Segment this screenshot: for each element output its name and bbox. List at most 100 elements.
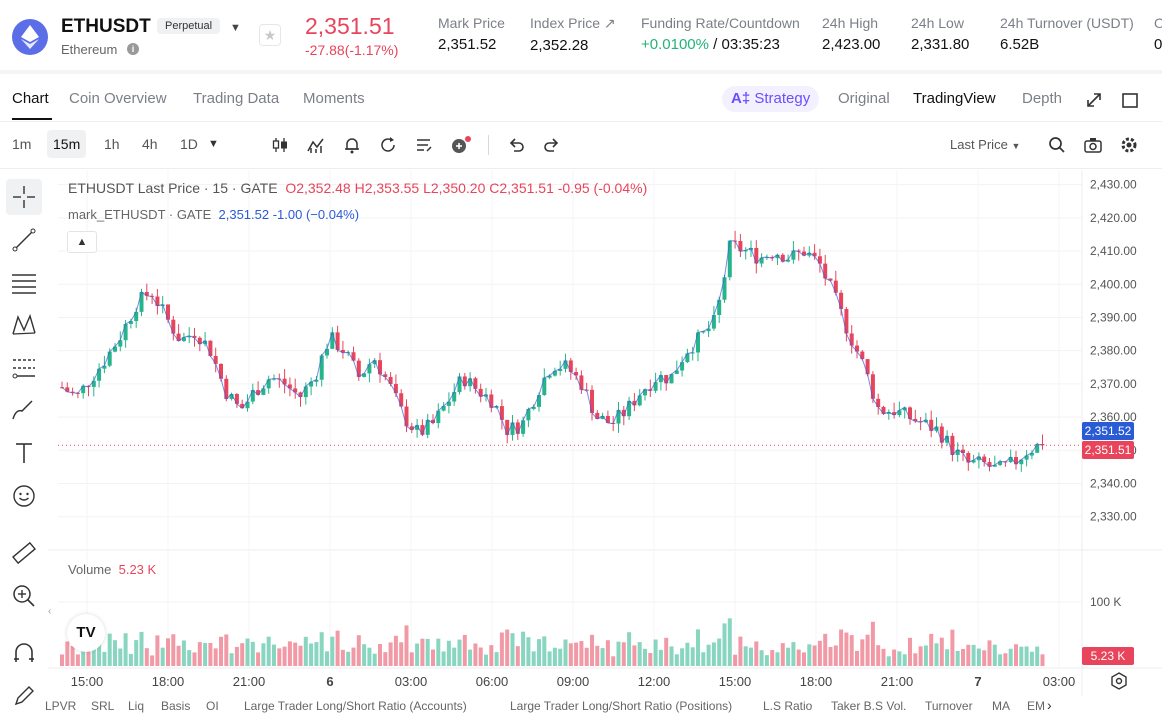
interval-15m[interactable]: 15m xyxy=(47,130,87,158)
add-plus-icon[interactable] xyxy=(450,135,471,155)
price-tick-label: 2,410.00 xyxy=(1090,244,1137,258)
indicator-turnover[interactable]: Turnover xyxy=(925,699,973,713)
candlestick-chart[interactable]: 2,330.002,340.002,350.002,360.002,370.00… xyxy=(48,170,1162,696)
candle-body xyxy=(446,401,451,406)
tab-moments[interactable]: Moments xyxy=(303,90,365,107)
pencil-lock-icon[interactable] xyxy=(6,678,42,714)
candle-type-icon[interactable] xyxy=(270,135,290,155)
strategy-button[interactable]: A‡ Strategy xyxy=(722,86,820,112)
indicator-basis[interactable]: Basis xyxy=(161,699,191,713)
volume-bar xyxy=(616,641,621,666)
chevron-right-icon[interactable]: › xyxy=(1047,697,1052,713)
replay-icon[interactable] xyxy=(378,135,398,155)
crosshair-icon[interactable] xyxy=(6,179,42,215)
candle-body xyxy=(775,254,780,259)
fibonacci-icon[interactable] xyxy=(6,350,42,386)
indicator-ls-positions[interactable]: Large Trader Long/Short Ratio (Positions… xyxy=(510,699,733,713)
chevron-down-icon[interactable]: ▼ xyxy=(230,22,241,34)
candle-body xyxy=(727,240,732,278)
templates-icon[interactable] xyxy=(414,135,434,155)
stat-index-price[interactable]: Index Price ↗ 2,352.28 xyxy=(530,15,616,54)
indicator-em[interactable]: EM xyxy=(1027,699,1045,713)
candle-body xyxy=(653,382,658,391)
indicator-ma[interactable]: MA xyxy=(992,699,1010,713)
volume-bar xyxy=(966,644,971,666)
tab-coin-overview[interactable]: Coin Overview xyxy=(69,90,167,107)
tab-trading-data[interactable]: Trading Data xyxy=(193,90,280,107)
volume-bar xyxy=(60,654,64,666)
candle-body xyxy=(961,449,965,453)
volume-bar xyxy=(685,642,690,666)
text-tool-icon[interactable] xyxy=(6,435,42,471)
interval-1h[interactable]: 1h xyxy=(104,136,120,152)
volume-bar xyxy=(595,645,600,666)
candle-body xyxy=(1014,457,1018,465)
undo-icon[interactable] xyxy=(506,135,526,155)
candle-body xyxy=(70,391,75,393)
pattern-icon[interactable] xyxy=(6,307,42,343)
volume-bar xyxy=(796,649,801,666)
candle-body xyxy=(711,314,716,329)
indicator-liq[interactable]: Liq xyxy=(128,699,145,713)
emoji-icon[interactable] xyxy=(6,478,42,514)
info-icon[interactable]: i xyxy=(127,43,139,55)
chart-tabs: Chart Coin Overview Trading Data Moments… xyxy=(0,78,1162,122)
last-price-tag: 2,351.51 xyxy=(1082,441,1134,459)
time-tick-label: 15:00 xyxy=(71,674,104,689)
search-icon[interactable] xyxy=(1047,135,1067,155)
candle-body xyxy=(187,335,192,338)
ruler-icon[interactable] xyxy=(6,535,42,571)
popout-window-icon[interactable] xyxy=(1121,91,1139,109)
indicator-taker-vol[interactable]: Taker B.S Vol. xyxy=(831,699,907,713)
indicators-icon[interactable] xyxy=(306,135,326,155)
indicator-ls-ratio[interactable]: L.S Ratio xyxy=(763,699,813,713)
tradingview-logo[interactable]: TV xyxy=(67,614,105,652)
trend-line-icon[interactable] xyxy=(6,222,42,258)
gear-icon[interactable] xyxy=(1119,135,1139,155)
interval-1d[interactable]: 1D xyxy=(180,136,198,152)
time-axis-settings-icon[interactable] xyxy=(1110,672,1128,695)
volume-bar xyxy=(780,643,785,666)
collapse-legend-button[interactable]: ▲ xyxy=(67,231,97,253)
indicator-ls-accounts[interactable]: Large Trader Long/Short Ratio (Accounts) xyxy=(244,699,467,713)
tab-chart[interactable]: Chart xyxy=(12,90,49,107)
interval-4h[interactable]: 4h xyxy=(142,136,158,152)
volume-bar xyxy=(224,634,229,666)
zoom-in-icon[interactable] xyxy=(6,578,42,614)
candle-body xyxy=(166,304,170,320)
fullscreen-icon[interactable] xyxy=(1085,91,1103,109)
camera-icon[interactable] xyxy=(1083,135,1103,155)
chevron-left-icon[interactable]: ‹ xyxy=(48,606,52,617)
volume-bar xyxy=(356,635,361,666)
interval-dropdown-icon[interactable]: ▼ xyxy=(208,138,219,150)
price-chart[interactable]: 2,330.002,340.002,350.002,360.002,370.00… xyxy=(48,170,1162,718)
volume-bar xyxy=(552,647,557,666)
tab-original[interactable]: Original xyxy=(838,90,890,107)
tab-tradingview[interactable]: TradingView xyxy=(913,90,996,107)
candle-body xyxy=(913,418,918,422)
pair-name[interactable]: ETHUSDT xyxy=(61,16,151,37)
interval-1m[interactable]: 1m xyxy=(12,136,32,152)
price-source-select[interactable]: Last Price ▼ xyxy=(950,137,1021,152)
volume-bar xyxy=(250,641,255,666)
redo-icon[interactable] xyxy=(542,135,562,155)
volume-bar xyxy=(473,643,478,666)
horizontal-lines-icon[interactable] xyxy=(6,265,42,301)
alert-bell-icon[interactable] xyxy=(342,135,362,155)
candle-body xyxy=(643,389,647,396)
favorite-star-icon[interactable]: ★ xyxy=(259,24,281,46)
brush-icon[interactable] xyxy=(6,392,42,428)
volume-bar xyxy=(478,647,483,666)
indicator-lpvr[interactable]: LPVR xyxy=(45,699,77,713)
ohlc-legend: ETHUSDT Last Price · 15 · GATE O2,352.48… xyxy=(68,180,648,196)
indicator-srl[interactable]: SRL xyxy=(91,699,115,713)
stat-24h-low: 24h Low 2,331.80 xyxy=(911,15,970,53)
indicator-oi[interactable]: OI xyxy=(206,699,219,713)
magnet-icon[interactable] xyxy=(6,635,42,671)
volume-bar xyxy=(833,645,838,666)
tab-depth[interactable]: Depth xyxy=(1022,90,1063,107)
candle-body xyxy=(590,389,594,413)
candle-body xyxy=(1019,459,1024,465)
candle-body xyxy=(250,390,255,402)
volume-bar xyxy=(97,642,102,666)
